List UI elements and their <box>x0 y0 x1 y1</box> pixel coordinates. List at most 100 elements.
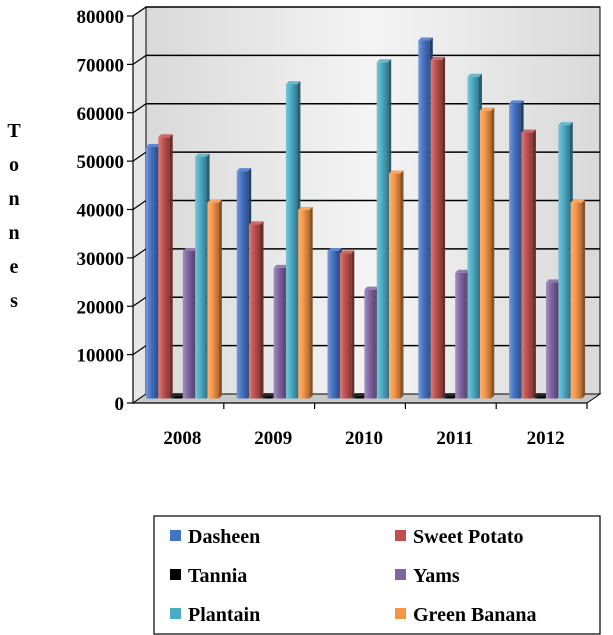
bar-side <box>351 250 355 399</box>
bar-top <box>145 143 161 147</box>
y-tick-labels: 0 10000 20000 30000 40000 50000 60000 70000 8000… <box>77 7 125 415</box>
legend-swatch <box>395 569 406 580</box>
legend-label: Dasheen <box>188 526 260 548</box>
bar-dasheen <box>418 40 430 399</box>
bar-top <box>170 393 185 397</box>
y-axis-label-char: o <box>9 154 19 176</box>
legend-swatch <box>395 608 406 619</box>
bar-top <box>533 393 549 397</box>
x-tick-label: 2011 <box>436 428 473 449</box>
bars <box>145 37 586 399</box>
bar-top <box>430 56 446 60</box>
bar-top <box>418 37 433 41</box>
bar-top <box>236 168 252 172</box>
bar-side <box>442 56 446 399</box>
x-tick-label: 2012 <box>527 428 565 449</box>
bar-plantain <box>195 156 207 399</box>
legend-swatch <box>170 530 181 541</box>
y-axis-label-char: n <box>8 222 19 244</box>
bar-tannia <box>442 396 455 399</box>
bar-top <box>158 134 173 138</box>
bar-plantain <box>285 84 298 399</box>
bar-side <box>169 134 173 399</box>
y-axis-label-char: e <box>10 256 19 278</box>
bar-top <box>509 100 524 104</box>
y-tick-label: 20000 <box>77 297 125 318</box>
y-tick-label: 40000 <box>77 201 125 222</box>
bar-tannia <box>170 396 182 399</box>
legend-swatch <box>170 569 181 580</box>
bar-top <box>273 264 289 268</box>
bar-top <box>327 247 342 251</box>
bar-top <box>455 269 470 273</box>
gridline-side <box>132 248 147 259</box>
bar-tannia <box>533 396 546 399</box>
y-axis-label-char: s <box>10 290 18 312</box>
bar-yams <box>273 267 286 399</box>
bar-side <box>309 206 313 399</box>
bar-yams <box>455 272 467 399</box>
bar-yams <box>182 250 195 399</box>
bar-top <box>298 206 313 210</box>
bar-sweet-potato <box>158 137 170 399</box>
gridline-side <box>132 151 147 162</box>
bar-side <box>491 107 495 399</box>
bar-green-banana <box>479 110 492 399</box>
bar-tannia <box>352 396 364 399</box>
y-axis-label-char: n <box>8 188 19 210</box>
bar-top <box>479 107 495 111</box>
gridline-side <box>132 6 147 17</box>
legend-label: Plantain <box>188 604 260 626</box>
y-axis-label-char: T <box>7 120 21 142</box>
legend-swatch <box>395 530 406 541</box>
x-tick-label: 2010 <box>345 428 383 449</box>
gridline-side <box>132 103 147 114</box>
bar-top <box>195 153 210 157</box>
legend-label: Green Banana <box>413 604 537 626</box>
y-tick-label: 70000 <box>77 55 125 76</box>
bar-sweet-potato <box>339 253 352 399</box>
bar-top <box>521 129 536 133</box>
bar-top <box>249 221 264 225</box>
legend-label: Tannia <box>188 565 247 587</box>
y-tick-label: 10000 <box>77 346 125 367</box>
bar-side <box>400 170 404 399</box>
y-tick-label: 30000 <box>77 249 125 270</box>
bar-top <box>285 81 301 85</box>
y-tick-label: 50000 <box>77 152 125 173</box>
gridline-side <box>132 54 147 65</box>
bar-side <box>260 221 264 399</box>
axes <box>127 15 588 409</box>
bar-top <box>546 279 561 283</box>
bar-sweet-potato <box>249 224 261 399</box>
gridline-side <box>132 345 147 356</box>
bar-tannia <box>261 396 273 399</box>
bar-sweet-potato <box>430 59 443 399</box>
bar-top <box>376 59 392 63</box>
bar-top <box>339 250 355 254</box>
legend: Dasheen Sweet Potato Tannia Yams Plantain Gre… <box>153 515 601 635</box>
gridline-side <box>132 296 147 307</box>
bar-dasheen <box>236 171 249 399</box>
bar-top <box>182 247 198 251</box>
bar-side <box>532 129 536 399</box>
bar-side <box>218 199 222 399</box>
x-tick-label: 2009 <box>254 428 292 449</box>
y-tick-label: 60000 <box>77 104 125 125</box>
bar-yams <box>364 289 376 399</box>
legend-label: Yams <box>413 565 460 587</box>
bar-dasheen <box>145 146 158 399</box>
bar-yams <box>546 282 558 399</box>
bar-top <box>442 393 458 397</box>
x-tick-labels: 2008 2009 2010 2011 2012 <box>163 428 564 449</box>
bar-top <box>389 170 404 174</box>
legend-box <box>153 515 601 635</box>
y-tick-label: 80000 <box>77 7 125 28</box>
legend-label: Sweet Potato <box>413 526 524 548</box>
bar-dasheen <box>509 103 521 399</box>
bar-top <box>467 73 482 77</box>
gridline-side <box>132 200 147 210</box>
bar-sweet-potato <box>521 132 533 399</box>
x-tick-label: 2008 <box>163 428 201 449</box>
